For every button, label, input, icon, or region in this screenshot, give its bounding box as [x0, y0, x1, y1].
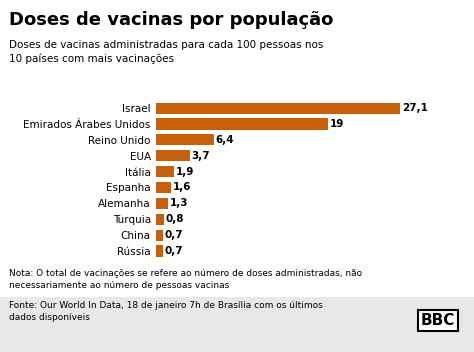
Text: 0,7: 0,7 [164, 246, 183, 256]
Bar [156, 245, 163, 257]
Text: Doses de vacinas administradas para cada 100 pessoas nos
10 países com mais vaci: Doses de vacinas administradas para cada… [9, 40, 324, 64]
Bar [156, 102, 401, 114]
Text: BBC: BBC [420, 313, 455, 328]
Text: 1,9: 1,9 [175, 166, 194, 177]
Text: 1,3: 1,3 [170, 198, 189, 208]
Bar [156, 230, 163, 241]
Text: 6,4: 6,4 [216, 135, 235, 145]
Bar [156, 182, 171, 193]
Bar [156, 198, 168, 209]
Text: 19: 19 [329, 119, 344, 129]
Text: 1,6: 1,6 [173, 182, 191, 193]
Bar [156, 214, 164, 225]
Text: Doses de vacinas por população: Doses de vacinas por população [9, 11, 334, 29]
Bar [156, 118, 328, 130]
Text: 3,7: 3,7 [191, 151, 210, 161]
Bar [156, 134, 214, 145]
Bar [156, 166, 173, 177]
Text: Fonte: Our World In Data, 18 de janeiro 7h de Brasília com os últimos
dados disp: Fonte: Our World In Data, 18 de janeiro … [9, 301, 323, 322]
Text: 0,8: 0,8 [165, 214, 184, 224]
Bar [156, 150, 190, 161]
Text: 0,7: 0,7 [164, 230, 183, 240]
Text: Nota: O total de vacinações se refere ao número de doses administradas, não
nece: Nota: O total de vacinações se refere ao… [9, 269, 363, 290]
Text: 27,1: 27,1 [402, 103, 428, 113]
